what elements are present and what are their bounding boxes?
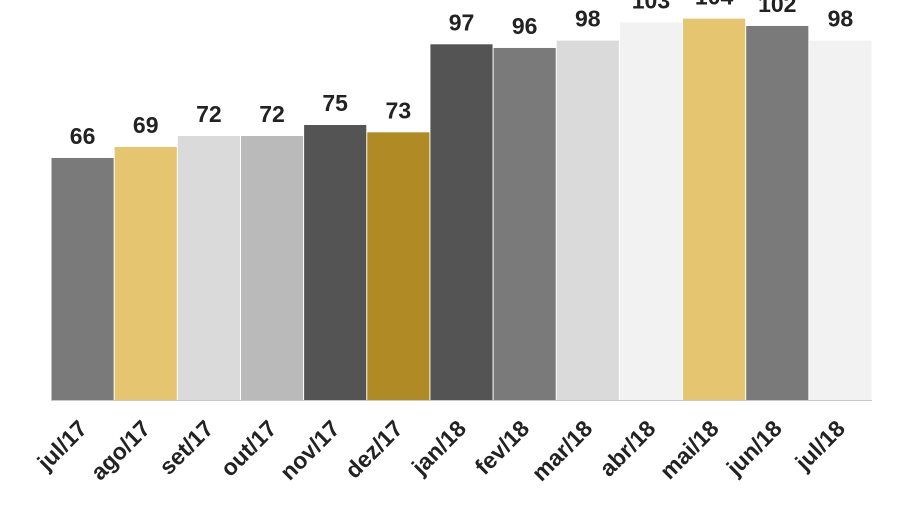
bar-mai-18	[683, 18, 746, 400]
data-labels: 66 69 72 72 75 73 97 96 98 103 104 102 98	[70, 0, 854, 149]
data-label-set-17: 72	[196, 101, 222, 127]
data-label-ago-17: 69	[133, 112, 159, 138]
data-label-abr-18: 103	[632, 0, 670, 13]
data-label-jul-18: 98	[828, 6, 854, 32]
x-tick-label-set-17: set/17	[154, 415, 219, 480]
bar-series	[51, 18, 872, 401]
x-tick-label-nov-17: nov/17	[275, 415, 345, 485]
x-tick-label-out-17: out/17	[215, 415, 281, 481]
data-label-mar-18: 98	[575, 6, 601, 32]
x-tick-label-abr-18: abr/18	[594, 415, 660, 481]
bar-out-17	[240, 135, 304, 401]
bar-jan-18	[430, 44, 493, 401]
data-label-jun-18: 102	[758, 0, 796, 17]
data-label-dez-17: 73	[386, 97, 412, 123]
bar-fev-18	[493, 47, 556, 400]
bar-nov-17	[304, 124, 367, 400]
x-tick-label-mar-18: mar/18	[527, 415, 598, 486]
bar-abr-18	[619, 22, 683, 401]
x-tick-label-mai-18: mai/18	[655, 415, 724, 484]
data-label-jul-17: 66	[70, 123, 96, 149]
bar-jun-18	[746, 25, 809, 400]
bar-jul-17	[51, 157, 114, 400]
x-tick-label-dez-17: dez/17	[340, 415, 408, 483]
data-label-fev-18: 96	[512, 13, 538, 39]
bar-dez-17	[367, 132, 430, 400]
data-label-out-17: 72	[259, 101, 285, 127]
x-axis-tick-labels: jul/17ago/17set/17out/17nov/17dez/17jan/…	[31, 415, 850, 486]
data-label-mai-18: 104	[695, 0, 734, 10]
x-tick-label-jul-18: jul/18	[789, 415, 850, 476]
x-tick-label-jan-18: jan/18	[406, 415, 471, 480]
bar-ago-17	[114, 146, 177, 400]
data-label-jan-18: 97	[449, 9, 475, 35]
x-tick-label-ago-17: ago/17	[85, 415, 155, 485]
x-tick-label-fev-18: fev/18	[470, 415, 535, 480]
bar-set-17	[177, 135, 240, 401]
data-label-nov-17: 75	[322, 90, 348, 116]
bar-mar-18	[556, 40, 619, 400]
x-tick-label-jul-17: jul/17	[31, 415, 92, 476]
x-tick-label-jun-18: jun/18	[721, 415, 787, 481]
bar-jul-18	[809, 40, 872, 400]
